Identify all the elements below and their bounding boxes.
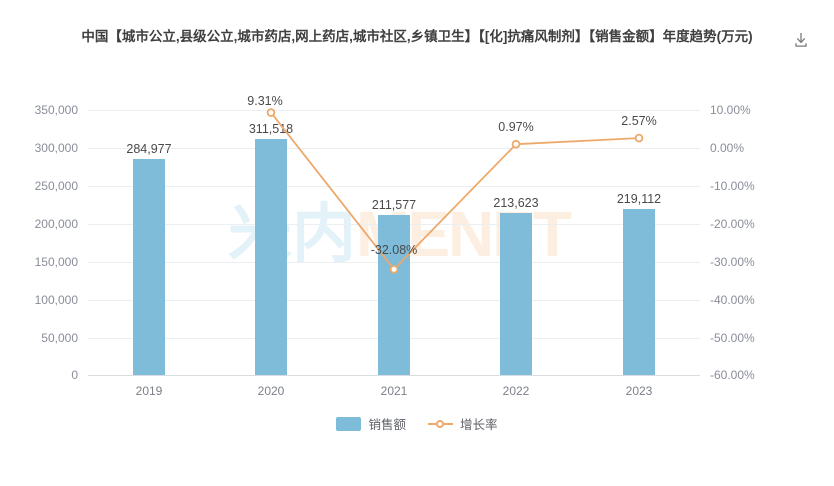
y-right-tick: 10.00%	[710, 103, 751, 117]
legend-item-growth-rate[interactable]: 增长率	[428, 414, 498, 433]
y-right-tick: -40.00%	[710, 293, 755, 307]
legend-bar-swatch-icon	[336, 416, 362, 431]
line-point-2023[interactable]	[634, 133, 644, 143]
gridline	[88, 110, 700, 111]
bar-2020[interactable]	[255, 139, 287, 375]
y-right-tick: -60.00%	[710, 368, 755, 382]
bar-label-2019: 284,977	[126, 142, 172, 156]
y-left-tick: 250,000	[34, 179, 78, 193]
y-left-tick: 50,000	[41, 331, 78, 345]
y-left-tick: 350,000	[34, 103, 78, 117]
download-icon[interactable]	[792, 31, 810, 49]
bar-2019[interactable]	[133, 159, 165, 375]
pct-label-2021: -32.08%	[370, 243, 418, 257]
legend-item-sales[interactable]: 销售额	[336, 414, 406, 433]
x-tick-2021: 2021	[380, 384, 408, 398]
legend-line-swatch-icon	[428, 417, 453, 431]
y-right-tick: -10.00%	[710, 179, 755, 193]
y-left-tick: 100,000	[34, 293, 78, 307]
legend-label-sales: 销售额	[368, 418, 406, 432]
bar-label-2021: 211,577	[371, 198, 417, 212]
line-point-2022[interactable]	[511, 139, 521, 149]
watermark-cn: 米内	[228, 198, 356, 270]
pct-label-2023: 2.57%	[621, 114, 657, 128]
y-right-tick: 0.00%	[710, 141, 745, 155]
pct-label-2020: 9.31%	[247, 94, 283, 108]
chart-legend: 销售额 增长率	[0, 414, 834, 433]
pct-label-2022: 0.97%	[498, 120, 534, 134]
y-left-tick: 300,000	[34, 141, 78, 155]
chart-title-text: 中国【城市公立,县级公立,城市药店,网上药店,城市社区,乡镇卫生】【[化]抗痛风…	[81, 29, 753, 44]
x-tick-2019: 2019	[135, 384, 163, 398]
gridline	[88, 186, 700, 187]
bar-label-2020: 311,518	[248, 122, 294, 136]
y-left-tick: 200,000	[34, 217, 78, 231]
bar-label-2022: 213,623	[493, 196, 539, 210]
x-tick-2023: 2023	[625, 384, 653, 398]
y-right-tick: -50.00%	[710, 331, 755, 345]
x-tick-2022: 2022	[502, 384, 530, 398]
y-left-tick: 0	[71, 368, 78, 382]
x-tick-2020: 2020	[257, 384, 285, 398]
page-title: 中国【城市公立,县级公立,城市药店,网上药店,城市社区,乡镇卫生】【[化]抗痛风…	[0, 26, 834, 48]
bar-label-2023: 219,112	[616, 192, 662, 206]
y-right-tick: -20.00%	[710, 217, 755, 231]
legend-label-growth-rate: 增长率	[460, 418, 498, 432]
bar-2022[interactable]	[500, 213, 532, 375]
bar-2021[interactable]	[378, 215, 410, 375]
y-right-tick: -30.00%	[710, 255, 755, 269]
y-left-tick: 150,000	[34, 255, 78, 269]
x-axis-line	[88, 375, 700, 376]
bar-2023[interactable]	[623, 209, 655, 375]
